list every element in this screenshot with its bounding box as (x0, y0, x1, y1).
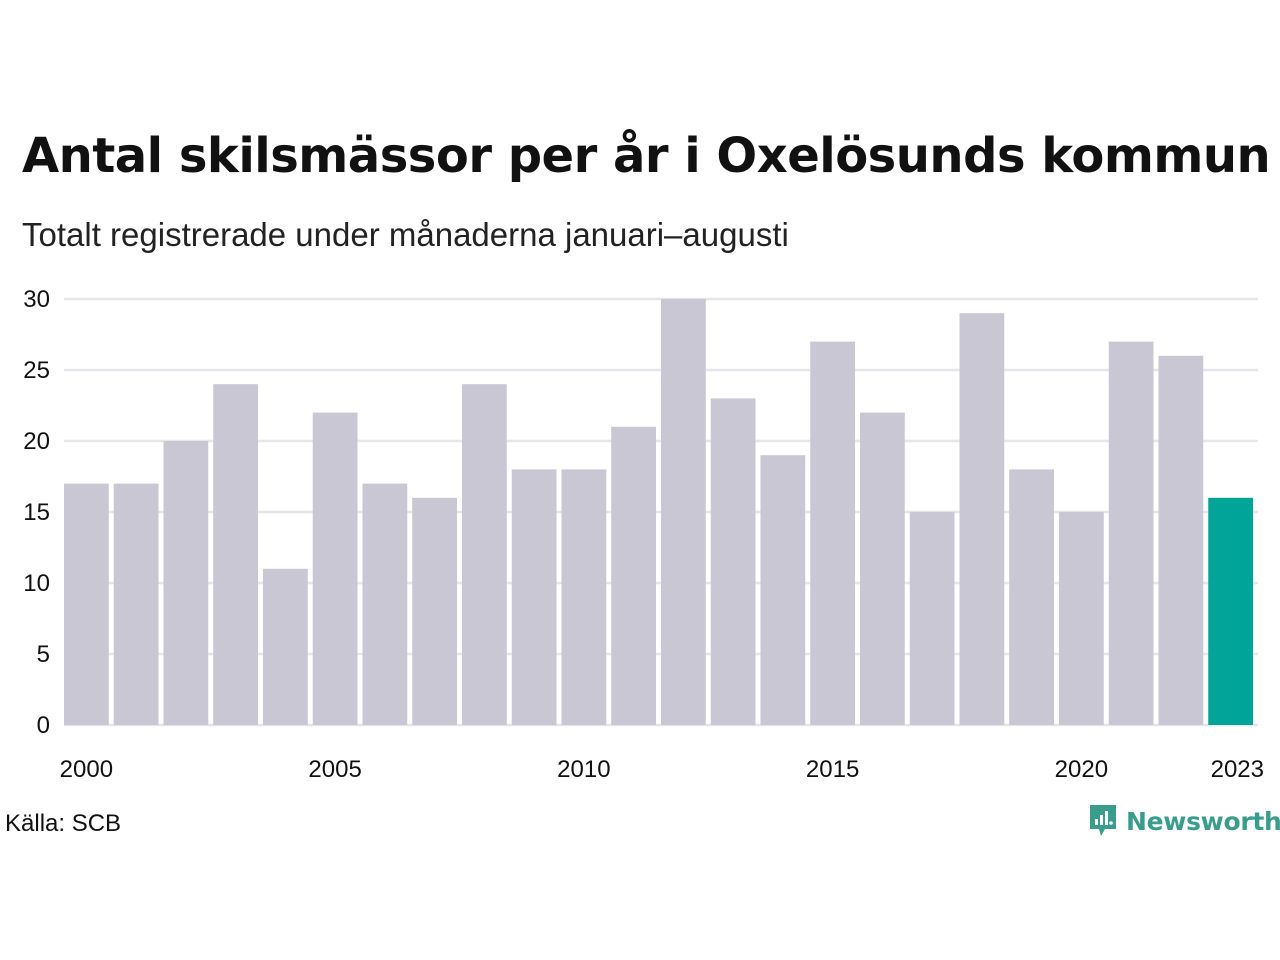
bar-2003 (213, 384, 258, 725)
bar-2017 (909, 512, 955, 725)
x-tick-label: 2000 (60, 756, 113, 783)
brand-logo: Newsworthy (1088, 803, 1280, 839)
chart-subtitle: Totalt registrerade under månaderna janu… (22, 216, 789, 253)
y-axis-ticks: 0 5 10 15 20 25 30 (23, 286, 50, 739)
x-tick-label: 2020 (1055, 756, 1108, 783)
bar-2023 (1208, 497, 1253, 725)
y-tick-label: 30 (23, 286, 50, 313)
y-tick-label: 15 (23, 499, 50, 526)
bar-chart: 0 5 10 15 20 25 30 2000 2005 2010 2015 2020 2023 (23, 286, 1264, 783)
x-tick-label: 2010 (557, 756, 610, 783)
x-axis-ticks: 2000 2005 2010 2015 2020 2023 (60, 756, 1264, 783)
bar-2016 (860, 412, 905, 725)
y-tick-label: 0 (37, 712, 50, 739)
x-tick-label: 2005 (308, 756, 361, 783)
bar-2020 (1059, 512, 1104, 725)
y-tick-label: 25 (23, 357, 50, 384)
bar-2007 (412, 497, 457, 725)
x-tick-label: 2023 (1211, 756, 1264, 783)
y-tick-label: 20 (23, 428, 50, 455)
bar-2000 (64, 483, 109, 725)
bar-2011 (611, 426, 656, 725)
brand-name: Newsworthy (1126, 806, 1280, 836)
bars (64, 299, 1253, 725)
bar-2008 (462, 384, 507, 725)
bar-2015 (810, 341, 855, 725)
x-tick-label: 2015 (806, 756, 859, 783)
bar-2021 (1108, 341, 1154, 725)
bar-2013 (710, 398, 756, 725)
bar-2001 (113, 483, 159, 725)
source-note: Källa: SCB (5, 810, 122, 837)
bar-2014 (760, 455, 806, 725)
bar-2002 (163, 441, 209, 725)
y-tick-label: 10 (23, 570, 50, 597)
bar-2006 (362, 483, 408, 725)
chart-title: Antal skilsmässor per år i Oxelösunds ko… (22, 128, 1271, 184)
y-tick-label: 5 (37, 641, 50, 668)
bar-2004 (263, 568, 308, 725)
bar-2018 (959, 313, 1005, 725)
bar-2010 (561, 469, 607, 725)
bar-2019 (1009, 469, 1054, 725)
newsworthy-logo-icon (1090, 805, 1116, 836)
bar-2009 (511, 469, 557, 725)
bar-2005 (312, 412, 358, 725)
bar-2012 (661, 299, 706, 725)
bar-2022 (1158, 355, 1204, 725)
